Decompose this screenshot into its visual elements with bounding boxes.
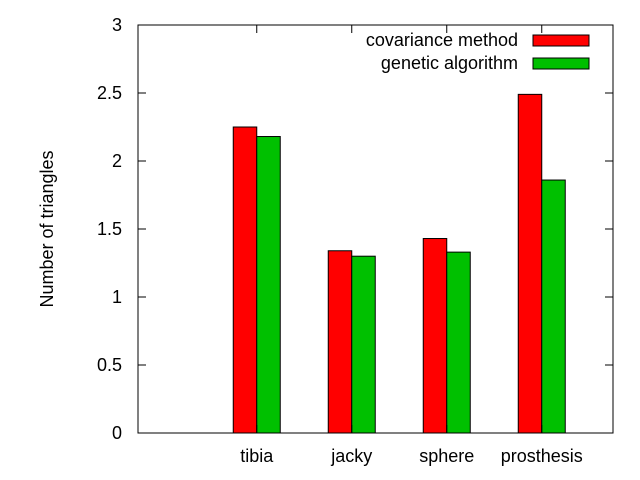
bar-covariance-jacky <box>327 250 353 434</box>
x-tick-labels: tibia jacky sphere prosthesis <box>240 446 583 466</box>
x-tick-label: prosthesis <box>501 446 583 466</box>
x-tick-label: jacky <box>330 446 372 466</box>
y-axis-label: Number of triangles <box>37 150 57 307</box>
y-tick-label: 0 <box>112 423 122 443</box>
y-tick-label: 2.5 <box>97 83 122 103</box>
bar-covariance-tibia <box>232 126 258 434</box>
bar-covariance-sphere <box>422 238 448 434</box>
bar-covariance-prosthesis <box>517 93 543 434</box>
y-tick-label: 2 <box>112 151 122 171</box>
x-tick-label: tibia <box>240 446 274 466</box>
bar-genetic-tibia <box>256 136 281 434</box>
y-tick-label: 0.5 <box>97 355 122 375</box>
legend: covariance method genetic algorithm <box>366 30 590 73</box>
ticks-layer: 0 0.5 1 1.5 2 2.5 3 <box>97 15 613 443</box>
y-tick-label: 3 <box>112 15 122 35</box>
legend-label: genetic algorithm <box>381 53 518 73</box>
legend-swatch <box>532 57 590 70</box>
bar-genetic-sphere <box>446 251 471 434</box>
legend-swatch <box>532 34 590 47</box>
y-tick-label: 1.5 <box>97 219 122 239</box>
y-tick-label: 1 <box>112 287 122 307</box>
legend-label: covariance method <box>366 30 518 50</box>
bar-genetic-jacky <box>351 255 376 434</box>
bars-layer <box>232 93 566 434</box>
x-tick-label: sphere <box>419 446 474 466</box>
bar-genetic-prosthesis <box>541 179 566 434</box>
